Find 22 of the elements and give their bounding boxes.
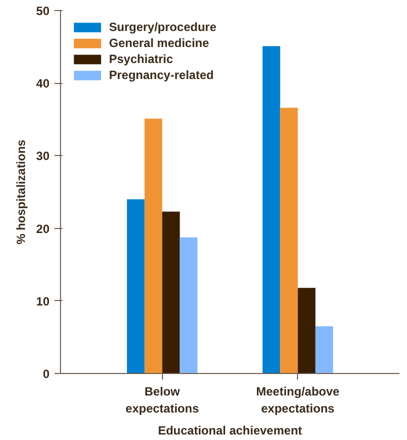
- legend-label: Psychiatric: [109, 52, 174, 66]
- y-tick-label: 50: [36, 4, 50, 18]
- y-tick-label: 10: [36, 294, 50, 308]
- y-tick-label: 0: [42, 367, 50, 381]
- y-tick-label: 20: [36, 222, 50, 236]
- bar: [144, 118, 162, 374]
- legend-label: General medicine: [109, 36, 210, 50]
- bar: [298, 288, 316, 374]
- x-axis-title: Educational achievement: [158, 423, 302, 438]
- bar: [315, 326, 334, 374]
- y-axis-title: % hospitalizations: [14, 139, 28, 244]
- x-tick-label: Meeting/above expectations: [256, 384, 340, 416]
- x-tick-label: Below expectations: [126, 384, 200, 416]
- bar: [180, 237, 198, 374]
- bar: [280, 108, 298, 374]
- y-tick-label: 40: [36, 76, 50, 91]
- bar: [262, 46, 280, 374]
- y-tick-label: 30: [36, 149, 50, 164]
- legend-label: Surgery/procedure: [109, 20, 216, 34]
- bar: [162, 212, 180, 374]
- bar: [126, 199, 145, 374]
- legend-label: Pregnancy-related: [109, 68, 214, 82]
